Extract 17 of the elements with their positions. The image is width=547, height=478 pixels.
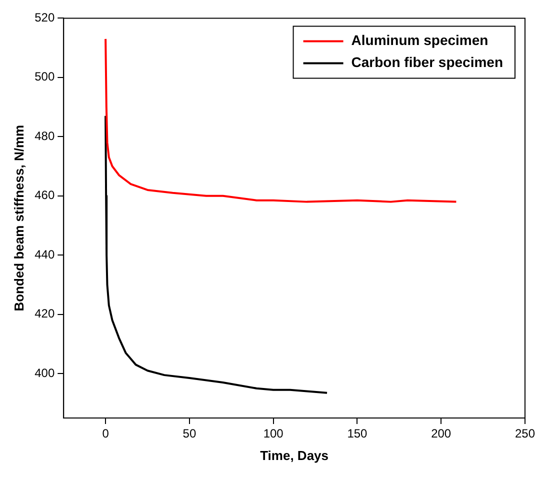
y-tick-label: 460 [34,188,55,202]
x-tick-label: 250 [514,426,536,441]
y-tick-label: 520 [34,10,55,25]
y-tick-label: 440 [34,247,55,262]
x-tick-label: 100 [263,426,284,441]
y-tick-label: 420 [34,306,55,321]
legend-label: Aluminum specimen [351,32,488,48]
y-tick-label: 480 [34,128,55,143]
x-tick-label: 150 [347,426,368,441]
x-tick-label: 200 [431,426,452,441]
x-tick-label: 50 [182,426,196,441]
y-tick-label: 400 [34,366,55,380]
y-tick-label: 500 [34,70,55,84]
x-axis-title: Time, Days [260,448,329,463]
x-tick-label: 0 [102,426,110,441]
legend-label: Carbon fiber specimen [351,54,503,70]
y-axis-title: Bonded beam stiffness, N/mm [11,124,26,312]
